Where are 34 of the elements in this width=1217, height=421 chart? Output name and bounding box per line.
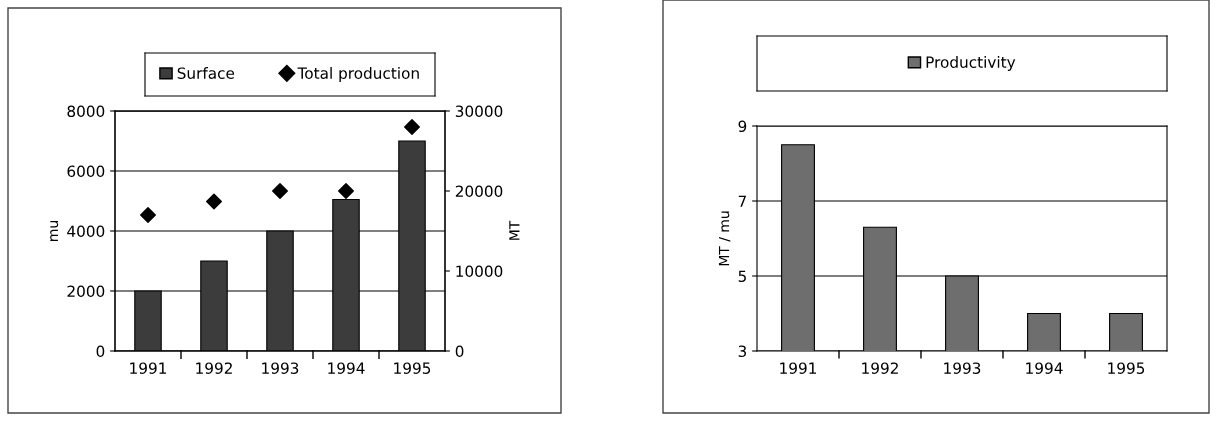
x-tick-label: 1991: [780, 362, 817, 374]
y2-tick-label: 20000: [455, 185, 503, 198]
x-tick-label: 1991: [130, 362, 167, 374]
point: [140, 207, 156, 223]
y-tick-label: 8000: [67, 105, 105, 118]
y-tick-label: 9: [738, 120, 747, 133]
legend-label: Surface: [177, 67, 235, 79]
y2-tick-label: 10000: [456, 265, 503, 278]
x-tick-label: 1993: [262, 362, 299, 374]
x-tick-label: 1994: [328, 362, 365, 374]
y2-tick-label: 0: [455, 345, 464, 358]
y-tick-label: 0: [96, 345, 105, 358]
point: [206, 193, 222, 210]
legend-label: Total production: [297, 67, 419, 82]
x-tick-label: 1992: [196, 362, 232, 374]
y-axis-title: mu: [50, 221, 59, 241]
x-tick-label: 1993: [944, 362, 981, 374]
point: [404, 119, 420, 135]
x-tick-label: 1995: [1108, 362, 1145, 374]
x-tick-label: 1995: [394, 362, 431, 374]
y-tick-label: 4000: [67, 225, 105, 238]
y-tick-label: 6000: [67, 165, 105, 178]
y-tick-label: 7: [738, 195, 746, 207]
y-tick-label: 3: [738, 345, 747, 358]
y-tick-label: 2000: [67, 285, 105, 298]
point: [338, 183, 354, 199]
x-tick-label: 1992: [862, 362, 898, 374]
y-tick-label: 5: [738, 270, 746, 283]
y2-tick-label: 30000: [455, 105, 503, 118]
y2-axis-title: MT: [509, 220, 520, 240]
x-tick-label: 1994: [1026, 362, 1063, 374]
y-axis-title: MT / mu: [718, 211, 731, 266]
legend-label: Productivity: [926, 56, 1016, 71]
point: [272, 183, 288, 199]
